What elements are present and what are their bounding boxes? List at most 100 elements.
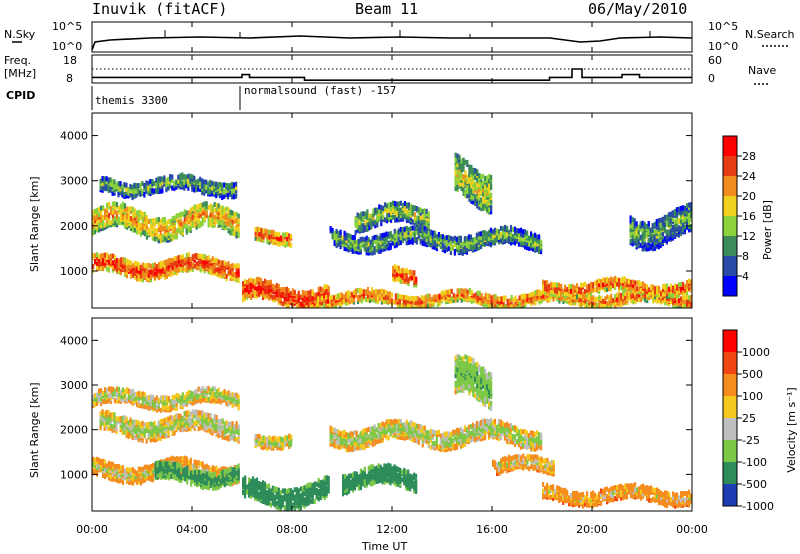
power-cell — [582, 282, 585, 288]
freq-tick-top: 18 — [63, 54, 77, 67]
power-cell — [620, 277, 623, 283]
power-cell — [669, 234, 672, 240]
power-cell — [520, 293, 523, 299]
power-cell — [474, 298, 477, 304]
power-cell — [205, 263, 208, 268]
power-cell — [159, 238, 162, 244]
power-cell — [221, 191, 224, 197]
power-cell — [339, 232, 342, 238]
velocity-cell — [149, 401, 152, 407]
power-cell — [422, 295, 425, 301]
power-cell — [111, 209, 115, 215]
power-cell — [598, 281, 601, 287]
power-cell — [165, 229, 168, 235]
power-cell — [199, 253, 202, 259]
power-cell — [273, 284, 276, 290]
power-cell — [233, 182, 236, 188]
velocity-cell — [167, 405, 170, 411]
power-cell — [203, 215, 206, 221]
power-cell — [313, 292, 316, 298]
power-cell — [379, 244, 382, 250]
power-cell — [688, 281, 691, 287]
power-cell — [684, 284, 687, 289]
power-cell — [96, 213, 99, 219]
power-cell — [530, 234, 533, 240]
power-cell — [117, 205, 121, 211]
power-cell — [458, 175, 461, 181]
power-cell — [683, 214, 687, 220]
power-cell — [157, 262, 160, 268]
power-cell — [365, 235, 368, 241]
power-cell — [392, 214, 395, 220]
power-cell — [346, 297, 350, 303]
power-cell — [201, 184, 204, 190]
power-cell — [407, 230, 410, 236]
power-cell — [472, 184, 475, 190]
velocity-cell — [155, 407, 158, 413]
power-cell — [586, 302, 589, 307]
power-cell — [259, 284, 263, 290]
power-cell — [237, 278, 240, 284]
power-cell — [395, 265, 398, 271]
power-cell — [106, 252, 109, 258]
power-cell — [482, 183, 485, 189]
power-cell — [197, 265, 200, 271]
power-cell — [133, 260, 137, 266]
power-cell — [419, 218, 422, 224]
power-cell — [405, 202, 408, 208]
velocity-cell — [175, 405, 178, 411]
power-cell — [106, 202, 109, 208]
power-cell — [456, 162, 459, 168]
velocity-cell — [145, 403, 148, 409]
power-cell — [468, 189, 471, 195]
power-cell — [629, 215, 632, 221]
power-cell — [145, 188, 148, 194]
power-cell — [353, 245, 356, 251]
power-cell — [558, 289, 561, 295]
power-cell — [600, 296, 603, 301]
power-cell — [111, 260, 115, 266]
power-cell — [231, 214, 234, 220]
velocity-cell — [100, 388, 103, 394]
power-cell — [397, 268, 400, 274]
velocity-cell — [94, 402, 97, 408]
power-cell — [348, 299, 352, 305]
power-cell — [100, 261, 103, 267]
power-cell — [406, 295, 409, 301]
power-cell — [246, 291, 249, 297]
power-cell — [530, 300, 533, 306]
power-cell — [596, 302, 599, 308]
power-cell — [497, 229, 501, 235]
power-cell — [165, 266, 168, 271]
power-cell — [511, 227, 515, 233]
power-cell — [123, 191, 126, 197]
power-cell — [261, 295, 265, 301]
power-cell — [640, 297, 643, 303]
power-cell — [417, 225, 420, 231]
nave-tick-top: 60 — [708, 54, 722, 67]
power-cell — [374, 223, 377, 229]
power-cell — [419, 230, 422, 236]
power-cell — [651, 241, 654, 247]
power-cell — [131, 213, 135, 219]
power-cell — [479, 243, 483, 249]
power-cell — [550, 281, 553, 287]
power-cell — [538, 293, 541, 299]
power-cell — [630, 285, 633, 291]
power-cell — [443, 244, 446, 250]
power-cell — [333, 235, 336, 241]
power-cell — [205, 255, 208, 261]
power-cell — [427, 236, 430, 241]
power-cell — [501, 226, 505, 232]
power-cell — [686, 217, 689, 222]
power-cell — [677, 218, 681, 223]
power-cell — [191, 206, 194, 212]
power-cell — [408, 296, 411, 302]
power-cell — [131, 263, 135, 269]
power-cell — [197, 223, 200, 229]
power-cell — [546, 280, 549, 286]
power-cell — [98, 265, 101, 271]
velocity-cell — [135, 402, 139, 408]
power-cell — [358, 220, 361, 226]
